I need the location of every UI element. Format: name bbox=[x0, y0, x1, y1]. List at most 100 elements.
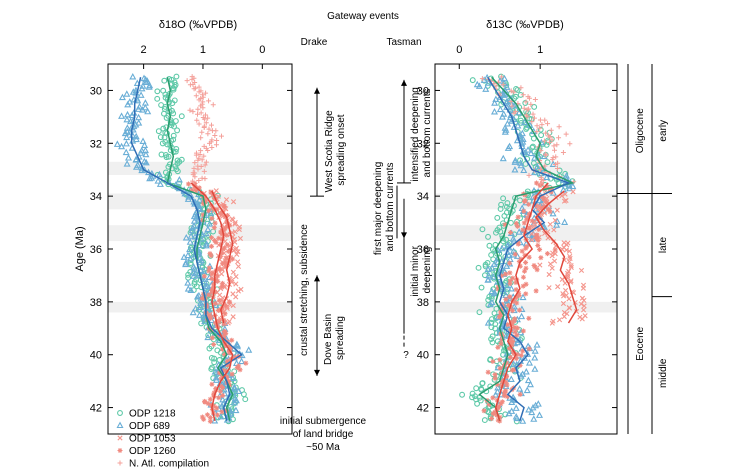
data-point bbox=[200, 94, 206, 100]
data-point bbox=[209, 144, 215, 150]
data-point bbox=[519, 248, 525, 254]
data-point bbox=[191, 269, 200, 277]
data-point bbox=[219, 236, 225, 242]
data-point bbox=[474, 400, 481, 407]
y-tick-label: 40 bbox=[90, 350, 102, 362]
data-point bbox=[214, 412, 220, 418]
data-point bbox=[511, 166, 519, 173]
data-point bbox=[228, 356, 234, 362]
data-point bbox=[516, 292, 522, 298]
data-point bbox=[199, 295, 205, 301]
data-point bbox=[123, 160, 131, 167]
data-point bbox=[554, 165, 560, 171]
data-point bbox=[524, 350, 532, 357]
data-point bbox=[215, 193, 221, 199]
gateway-col-drake: Drake bbox=[301, 37, 328, 48]
d18o-x-ticks: 2 1 0 bbox=[141, 44, 265, 69]
data-point bbox=[486, 300, 494, 308]
data-point bbox=[196, 303, 205, 311]
data-point bbox=[542, 117, 548, 123]
data-point bbox=[224, 374, 230, 380]
data-point bbox=[549, 320, 555, 326]
legend-label: ODP 1218 bbox=[129, 409, 176, 420]
data-point bbox=[184, 285, 192, 292]
data-point bbox=[208, 203, 214, 209]
data-point bbox=[113, 140, 121, 147]
data-point bbox=[535, 242, 541, 248]
series-line bbox=[486, 76, 571, 422]
data-point bbox=[532, 96, 538, 102]
tasman-intensified-line2: and bottom currents bbox=[422, 89, 433, 178]
data-point bbox=[566, 296, 572, 302]
data-point bbox=[503, 83, 511, 90]
data-point bbox=[492, 95, 500, 103]
data-point bbox=[523, 291, 529, 297]
data-point bbox=[486, 242, 493, 249]
data-point bbox=[510, 360, 518, 367]
data-point bbox=[568, 278, 574, 284]
data-point bbox=[511, 158, 519, 165]
data-point bbox=[184, 78, 190, 84]
data-point bbox=[202, 282, 210, 290]
data-point bbox=[507, 278, 513, 284]
data-point bbox=[213, 142, 219, 148]
data-point bbox=[501, 212, 508, 219]
data-point bbox=[186, 238, 194, 245]
data-point bbox=[195, 111, 201, 117]
data-point bbox=[517, 362, 523, 368]
data-point bbox=[205, 147, 211, 153]
data-point bbox=[562, 172, 570, 179]
data-point bbox=[490, 260, 498, 267]
data-point bbox=[514, 351, 520, 357]
data-point bbox=[537, 180, 543, 186]
data-point bbox=[222, 311, 228, 317]
data-point bbox=[211, 368, 219, 375]
data-point bbox=[507, 260, 513, 266]
data-point bbox=[145, 83, 153, 90]
data-point bbox=[170, 132, 177, 139]
data-point bbox=[221, 321, 227, 327]
data-point bbox=[492, 372, 498, 378]
data-point bbox=[207, 415, 213, 421]
data-point bbox=[231, 247, 237, 254]
data-point bbox=[520, 92, 526, 98]
data-point bbox=[209, 381, 215, 387]
data-point bbox=[545, 121, 551, 127]
data-point bbox=[505, 322, 511, 328]
data-point bbox=[490, 395, 496, 401]
data-point bbox=[538, 132, 545, 139]
data-point bbox=[499, 301, 505, 307]
data-point bbox=[222, 259, 228, 265]
data-point bbox=[155, 128, 162, 135]
data-point bbox=[511, 89, 517, 95]
data-point bbox=[224, 376, 230, 382]
data-point bbox=[544, 251, 550, 257]
data-point bbox=[182, 260, 190, 268]
data-point bbox=[184, 195, 192, 202]
data-point bbox=[507, 336, 513, 342]
data-point bbox=[216, 235, 222, 241]
data-point bbox=[492, 391, 500, 398]
data-point bbox=[520, 283, 526, 289]
drake-west-scotia-label: West Scotia Ridge spreading onset bbox=[324, 108, 347, 193]
series-line bbox=[535, 190, 578, 324]
data-point bbox=[503, 374, 509, 380]
data-point bbox=[201, 153, 207, 159]
data-point bbox=[206, 220, 214, 227]
data-point bbox=[524, 243, 530, 249]
data-point bbox=[498, 257, 506, 265]
data-point bbox=[516, 307, 522, 313]
data-point bbox=[494, 214, 501, 221]
data-point bbox=[223, 264, 229, 270]
data-point bbox=[509, 367, 515, 373]
data-point bbox=[223, 197, 230, 203]
data-point bbox=[523, 126, 530, 132]
data-point bbox=[539, 122, 545, 128]
data-point bbox=[137, 149, 145, 156]
age-y-ticks: 30 30 32 32 34 34 36 36 38 38 40 40 42 42 bbox=[90, 85, 617, 415]
data-point bbox=[479, 226, 486, 233]
data-point bbox=[218, 376, 224, 382]
data-point bbox=[520, 227, 526, 233]
data-point bbox=[543, 130, 549, 136]
data-point bbox=[537, 126, 544, 133]
